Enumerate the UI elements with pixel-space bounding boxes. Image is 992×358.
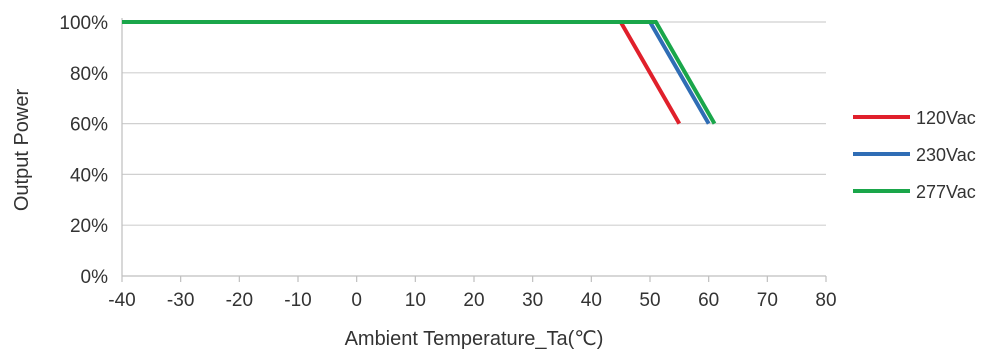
x-tick-label: -40 xyxy=(108,290,135,311)
x-tick-label: 60 xyxy=(698,290,719,311)
x-tick-label: -30 xyxy=(167,290,194,311)
axes xyxy=(121,18,827,282)
y-tick-label: 60% xyxy=(70,115,108,136)
x-tick-label: 40 xyxy=(581,290,602,311)
y-tick-label: 40% xyxy=(70,165,108,186)
legend-label: 277Vac xyxy=(916,182,976,202)
y-tick-label: 100% xyxy=(59,13,108,34)
x-tick-label: -10 xyxy=(284,290,311,311)
plot-area xyxy=(122,20,717,125)
x-tick-label: 30 xyxy=(522,290,543,311)
y-axis-title: Output Power xyxy=(11,89,33,212)
y-tick-label: 20% xyxy=(70,216,108,237)
grid-lines xyxy=(122,21,826,226)
y-tick-label: 80% xyxy=(70,64,108,85)
y-tick-label: 0% xyxy=(81,267,109,288)
x-tick-label: 0 xyxy=(351,290,362,311)
x-tick-label: 70 xyxy=(757,290,778,311)
legend-label: 230Vac xyxy=(916,145,976,165)
legend: 120Vac 230Vac 277Vac xyxy=(853,108,976,202)
x-tick-label: 50 xyxy=(639,290,660,311)
tick-labels: 0% 20% 40% 60% 80% 100% -40 -30 -20 -10 0 10 20 30 40 5… xyxy=(59,13,836,311)
x-tick-label: -20 xyxy=(226,290,253,311)
x-axis-title: Ambient Temperature_Ta(℃) xyxy=(345,328,604,350)
x-tick-label: 20 xyxy=(463,290,484,311)
series-line-277Vac xyxy=(122,20,717,125)
x-tick-label: 80 xyxy=(815,290,836,311)
legend-label: 120Vac xyxy=(916,108,976,128)
x-tick-label: 10 xyxy=(405,290,426,311)
